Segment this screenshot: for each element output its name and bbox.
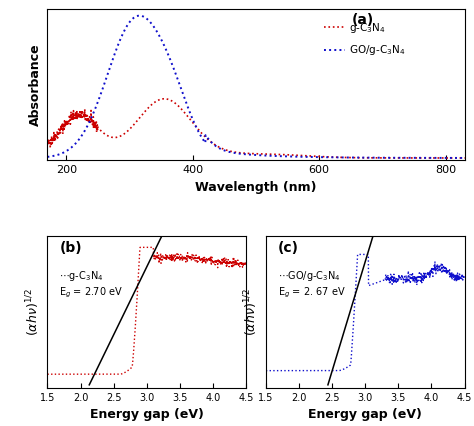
Text: (b): (b)	[59, 241, 82, 255]
X-axis label: Energy gap (eV): Energy gap (eV)	[90, 408, 204, 421]
Y-axis label: $(\alpha h\nu)^{1/2}$: $(\alpha h\nu)^{1/2}$	[243, 288, 260, 336]
Y-axis label: Absorbance: Absorbance	[29, 43, 42, 126]
Legend: g-C$_3$N$_4$, GO/g-C$_3$N$_4$: g-C$_3$N$_4$, GO/g-C$_3$N$_4$	[319, 17, 409, 61]
Text: $\cdots$GO/g-C$_3$N$_4$
E$_g$ = 2. 67 eV: $\cdots$GO/g-C$_3$N$_4$ E$_g$ = 2. 67 eV	[278, 269, 346, 299]
X-axis label: Wavelength (nm): Wavelength (nm)	[195, 181, 317, 193]
Text: (a): (a)	[352, 13, 374, 27]
X-axis label: Energy gap (eV): Energy gap (eV)	[308, 408, 422, 421]
Y-axis label: $(\alpha h\nu)^{1/2}$: $(\alpha h\nu)^{1/2}$	[24, 288, 42, 336]
Text: $\cdots$g-C$_3$N$_4$
E$_g$ = 2.70 eV: $\cdots$g-C$_3$N$_4$ E$_g$ = 2.70 eV	[59, 269, 123, 299]
Text: (c): (c)	[278, 241, 299, 255]
